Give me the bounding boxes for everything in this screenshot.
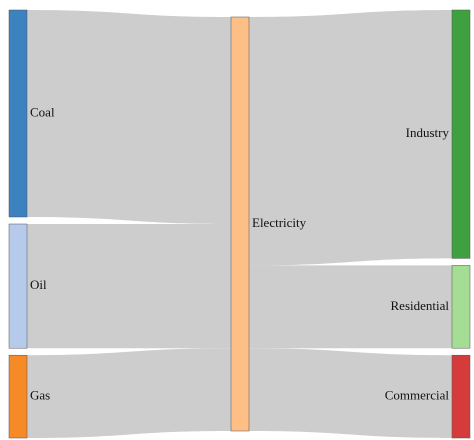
node-label: Residential [391, 298, 450, 313]
link [27, 10, 231, 224]
link [249, 10, 452, 266]
link [27, 224, 231, 349]
node-label: Commercial [385, 388, 450, 403]
node [8, 223, 28, 349]
node [230, 16, 250, 432]
node-label: Oil [30, 277, 47, 292]
link [27, 348, 231, 438]
node [451, 265, 471, 349]
node-label: Coal [30, 104, 55, 119]
node-label: Industry [406, 125, 450, 140]
node [8, 354, 28, 439]
link [249, 265, 452, 349]
node-label: Electricity [252, 215, 307, 230]
node [451, 354, 471, 439]
node [8, 9, 28, 218]
link [249, 348, 452, 438]
node-label: Gas [30, 388, 50, 403]
links [27, 10, 452, 438]
node [451, 9, 471, 259]
